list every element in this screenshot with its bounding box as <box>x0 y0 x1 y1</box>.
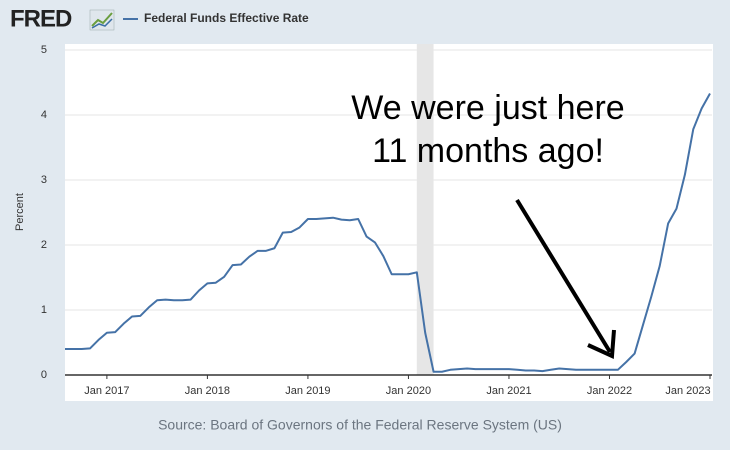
y-tick-label: 5 <box>41 44 47 56</box>
x-tick-label: Jan 2018 <box>185 385 230 397</box>
y-tick-label: 0 <box>41 369 47 381</box>
x-tick-label: Jan 2017 <box>84 385 129 397</box>
plot: 0 1 2 3 4 5 Jan 2017 Jan 2018 Jan 2019 Jan 2020 Ja… <box>41 44 712 397</box>
y-axis-label: Percent <box>14 193 26 231</box>
annotation-arrow <box>515 198 616 360</box>
x-tick-label: Jan 2021 <box>486 385 531 397</box>
annotation: 11 months ago! <box>372 132 604 170</box>
series-line <box>65 93 711 373</box>
source: Source: Board of Governors of the Federa… <box>158 417 562 433</box>
x-tick-label: Jan 2019 <box>285 385 330 397</box>
legend-label: Federal Funds Effective Rate <box>144 11 309 25</box>
y-tick-label: 4 <box>41 109 47 121</box>
logo: FRED <box>10 5 72 32</box>
logo-icon <box>89 9 115 31</box>
y-tick-label: 3 <box>41 174 47 186</box>
recession-band <box>416 44 434 375</box>
x-tick-label: Jan 2022 <box>587 385 632 397</box>
annotation: We were just here <box>351 89 624 127</box>
x-tick-label: Jan 2023 <box>665 385 710 397</box>
x-tick-label: Jan 2020 <box>386 385 431 397</box>
y-tick-label: 2 <box>41 239 47 251</box>
y-tick-label: 1 <box>41 304 47 316</box>
